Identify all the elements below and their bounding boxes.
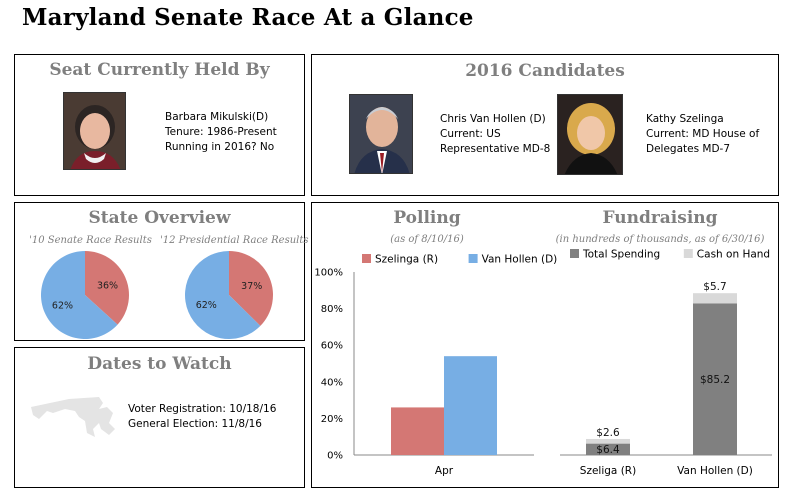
state-overview-heading: State Overview <box>88 208 231 228</box>
candidates-panel: 2016 Candidates Chris Van Hollen (D) Cur… <box>311 54 779 196</box>
pie-chart-presidential-2012: 37% 62% <box>185 251 273 339</box>
candidates-heading: 2016 Candidates <box>465 61 625 81</box>
polling-category-0: Apr <box>435 465 454 477</box>
pie2-slice-1 <box>185 251 261 339</box>
seat-holder-name: Barbara Mikulski(D) <box>165 111 269 123</box>
fundraising-bar-0-1 <box>693 303 737 455</box>
fundraising-bar-0-0 <box>586 443 630 455</box>
pie2-slice-label-0: 37% <box>241 281 262 292</box>
general-election-date: General Election: 11/8/16 <box>128 418 262 430</box>
polling-ytick-5: 100% <box>314 268 343 279</box>
page-title: Maryland Senate Race At a Glance <box>22 4 474 31</box>
maryland-map-icon <box>31 397 115 437</box>
dates-panel: Dates to Watch Voter Registration: 10/18… <box>14 347 305 488</box>
mikulski-photo <box>63 92 126 170</box>
pie2-slice-label-1: 62% <box>196 300 217 311</box>
pie1-slice-label-0: 36% <box>97 281 118 292</box>
dates-heading: Dates to Watch <box>87 354 232 374</box>
voter-registration-date: Voter Registration: 10/18/16 <box>128 403 277 415</box>
pie2-slice-0 <box>229 251 273 326</box>
fundraising-legend-swatch-0 <box>570 249 579 258</box>
pie1-slice-0 <box>85 251 129 325</box>
polling-ytick-0: 0% <box>327 451 343 462</box>
fundraising-data-label-1-1: $5.7 <box>703 281 726 293</box>
fundraising-category-0: Szeliga (R) <box>580 465 636 477</box>
polling-ytick-1: 20% <box>321 414 343 425</box>
state-overview-panel: State Overview '10 Senate Race Results '… <box>14 202 309 341</box>
seat-heading: Seat Currently Held By <box>49 60 270 80</box>
candidate-vanhollen-position: Representative MD-8 <box>440 143 551 155</box>
fundraising-legend-label-0: Total Spending <box>582 249 660 261</box>
pie2-title: '12 Presidential Race Results <box>160 235 309 246</box>
pie-chart-senate-2010: 36% 62% <box>41 251 129 339</box>
fundraising-data-label-0-0: $6.4 <box>596 444 620 456</box>
seat-tenure: Tenure: 1986-Present <box>165 126 277 138</box>
seat-running: Running in 2016? No <box>165 141 275 153</box>
fundraising-bar-1-1 <box>693 293 737 304</box>
polling-legend-swatch-0 <box>362 254 371 263</box>
fundraising-category-1: Van Hollen (D) <box>677 465 753 477</box>
polling-fundraising-panel: Polling (as of 8/10/16) Fundraising (in … <box>311 202 779 488</box>
candidate-vanhollen-current: Current: US <box>440 128 501 140</box>
polling-bar-1-0 <box>444 356 497 455</box>
fundraising-heading: Fundraising <box>602 208 718 228</box>
fundraising-data-label-0-1: $85.2 <box>700 374 730 386</box>
fundraising-subtitle: (in hundreds of thousands, as of 6/30/16… <box>555 234 765 245</box>
polling-subtitle: (as of 8/10/16) <box>390 234 464 245</box>
fundraising-legend-swatch-1 <box>683 249 693 258</box>
fundraising-data-label-1-0: $2.6 <box>596 427 620 439</box>
candidate-szelinga-current: Current: MD House of <box>646 128 760 140</box>
polling-heading: Polling <box>393 208 461 228</box>
candidate-vanhollen-name: Chris Van Hollen (D) <box>440 113 546 125</box>
polling-ytick-2: 40% <box>321 377 343 388</box>
polling-bar-0-0 <box>391 407 444 455</box>
van-hollen-photo <box>349 94 413 174</box>
polling-ytick-3: 60% <box>321 341 343 352</box>
pie1-title: '10 Senate Race Results <box>29 235 152 246</box>
pie1-slice-1 <box>41 251 118 339</box>
fundraising-legend-label-1: Cash on Hand <box>697 249 770 261</box>
fundraising-bar-1-0 <box>586 438 630 444</box>
candidate-szelinga-name: Kathy Szelinga <box>646 113 724 125</box>
seat-panel: Seat Currently Held By Barbara Mikulski(… <box>14 54 305 196</box>
polling-legend-swatch-1 <box>468 254 478 263</box>
pie1-slice-label-1: 62% <box>52 300 73 311</box>
polling-ytick-4: 80% <box>321 304 343 315</box>
polling-legend-label-0: Szelinga (R) <box>375 254 438 266</box>
szelinga-photo <box>557 94 623 175</box>
polling-legend-label-1: Van Hollen (D) <box>482 254 558 266</box>
candidate-szelinga-position: Delegates MD-7 <box>646 143 731 155</box>
